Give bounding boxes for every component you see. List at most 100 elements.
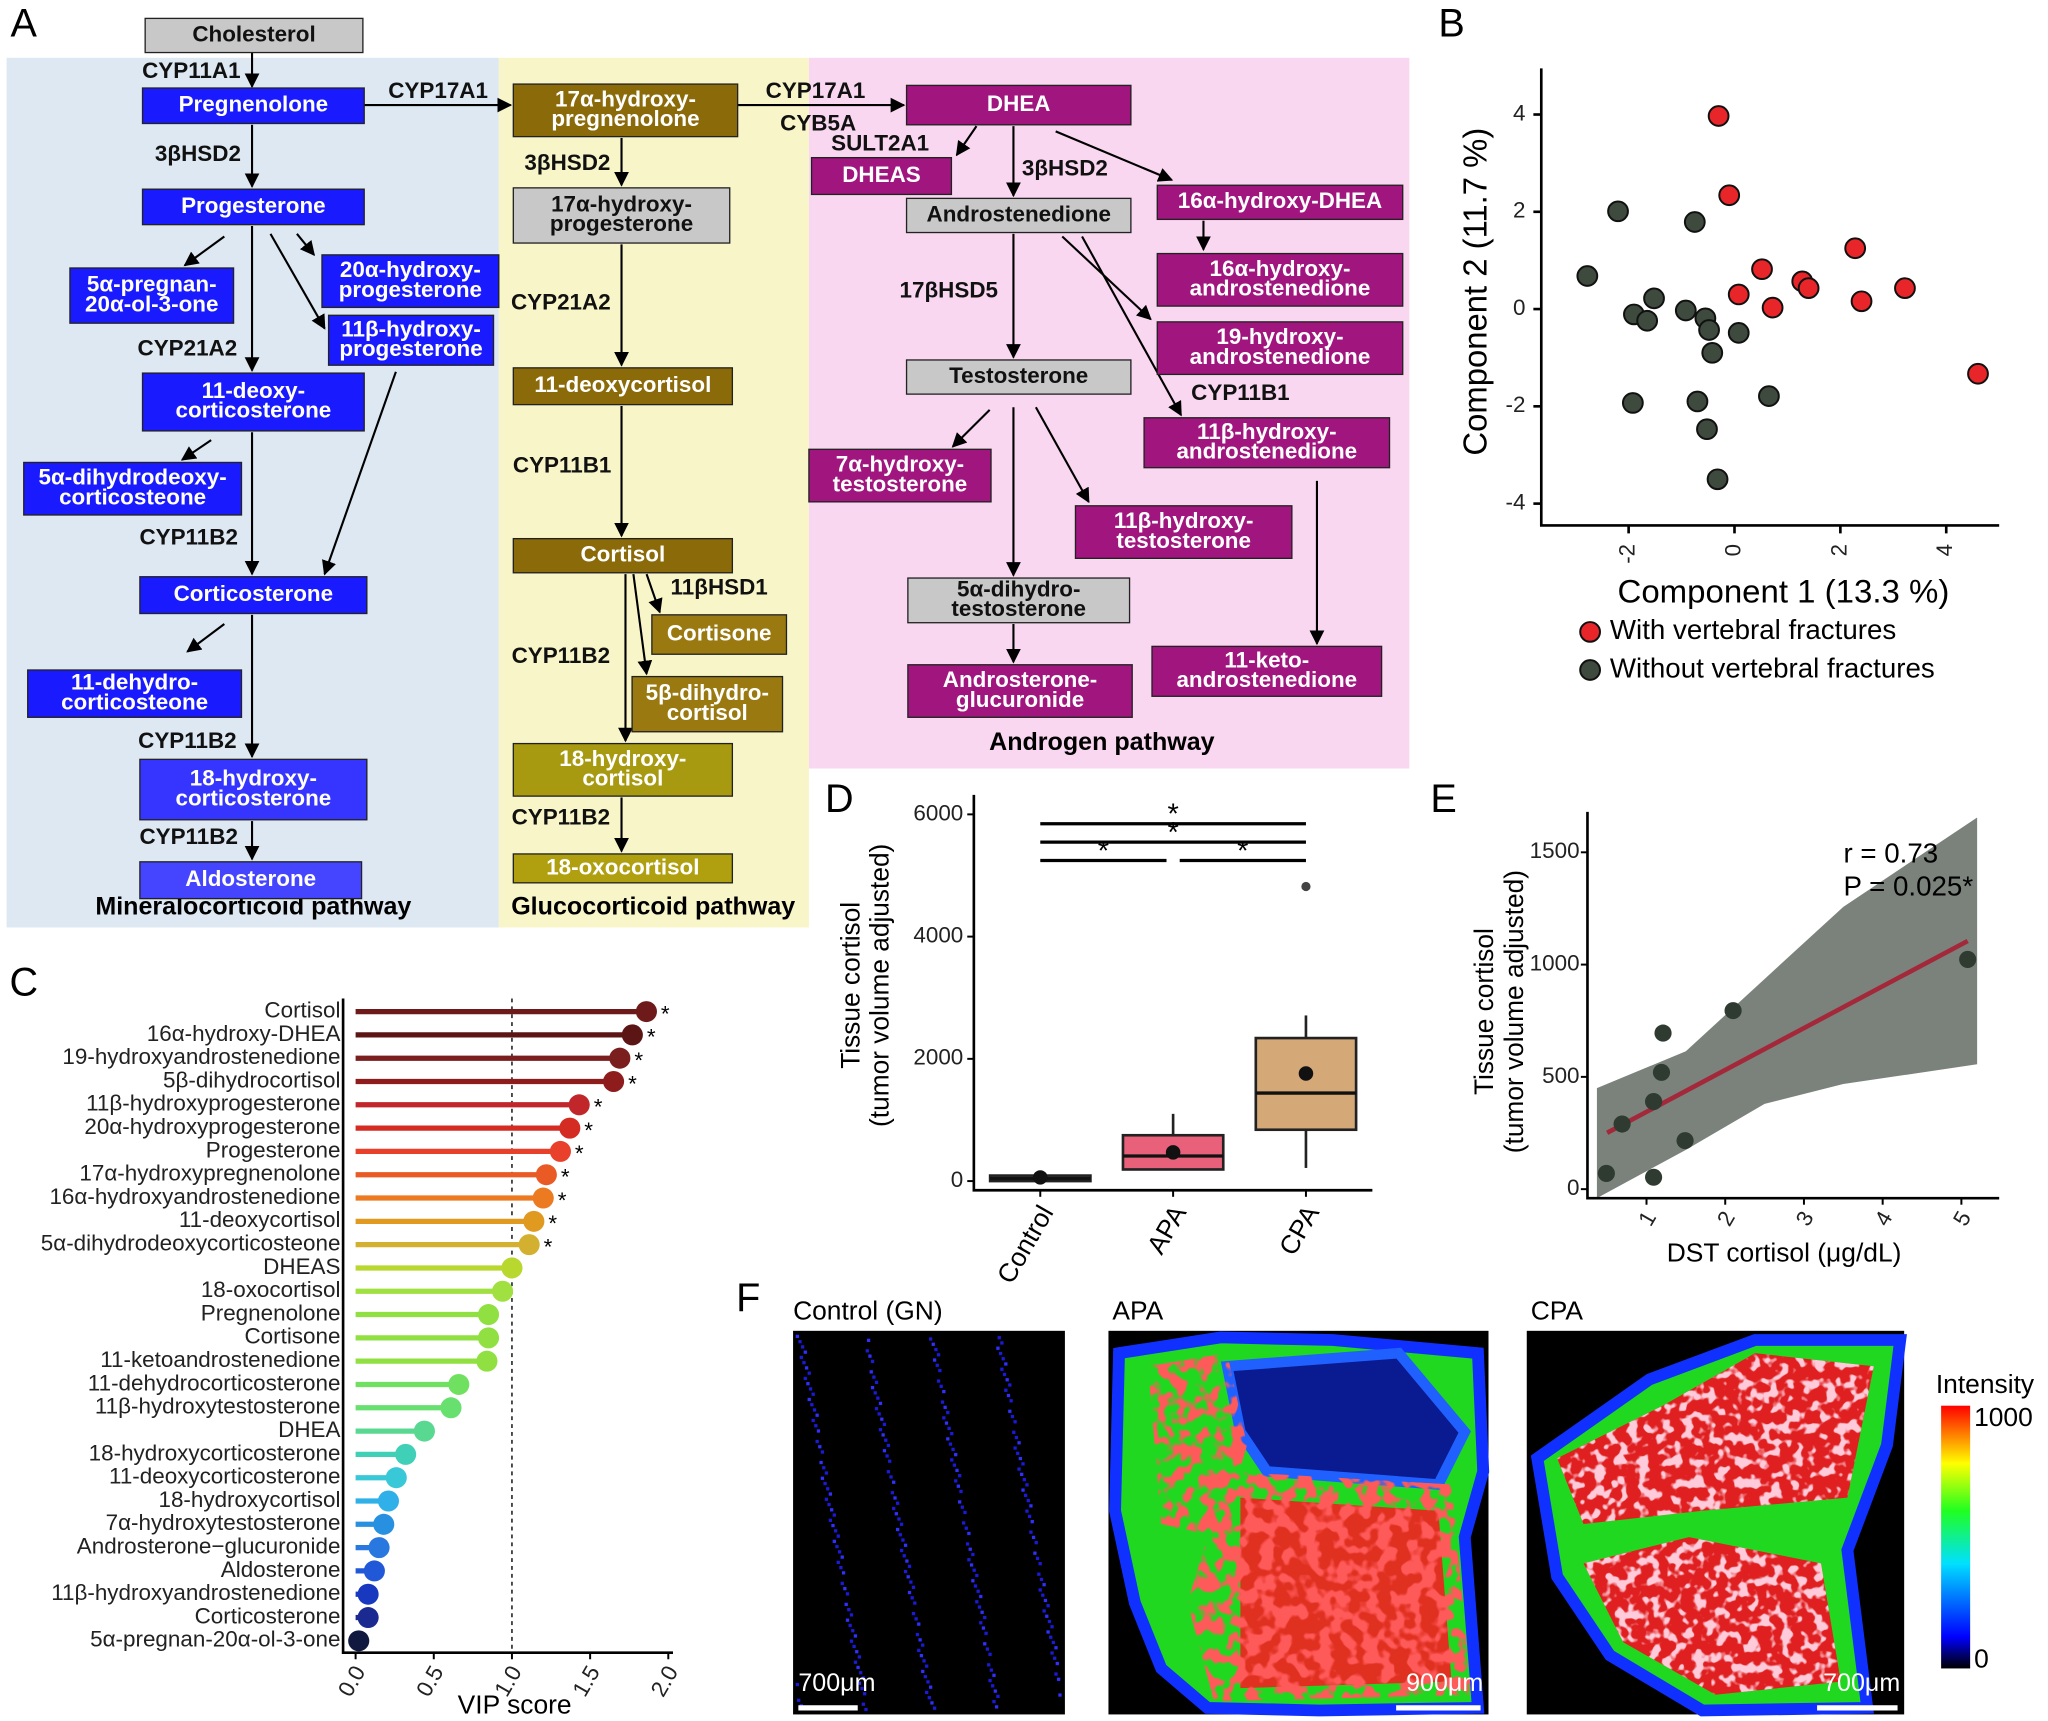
pathway-node <box>327 314 495 366</box>
signal-speckle <box>1043 1598 1048 1603</box>
signal-speckle <box>845 1592 850 1596</box>
x-tick-label: 3 <box>1791 1207 1819 1230</box>
signal-speckle <box>802 1361 806 1365</box>
comparison-label: * <box>1167 817 1178 849</box>
signal-speckle <box>905 1559 909 1563</box>
signal-speckle <box>1034 1541 1038 1545</box>
signal-speckle <box>1006 1393 1011 1398</box>
signal-speckle <box>979 1594 983 1599</box>
category-label: 11β-hydroxyprogesterone <box>86 1091 340 1116</box>
pathway-node <box>141 188 365 226</box>
enzyme-label: CYP11B1 <box>513 452 611 477</box>
pathway-node <box>321 254 500 309</box>
signal-speckle <box>823 1481 827 1486</box>
signal-speckle <box>1047 1619 1052 1624</box>
signal-speckle <box>832 1539 836 1543</box>
enzyme-label: CYP11A1 <box>142 58 240 83</box>
signal-speckle <box>1010 1414 1015 1419</box>
correlation-scatter: 0 500 1000 1500 1 2 3 4 5 DST cortisol (μg/dL) Tis… <box>1469 811 2000 1268</box>
x-tick-label: 4 <box>1932 544 1957 556</box>
data-point <box>1959 950 1977 968</box>
x-tick-label: 1.5 <box>568 1661 605 1700</box>
node-label: cortisol <box>582 766 663 791</box>
significance-label: * <box>628 1071 637 1096</box>
signal-speckle <box>919 1653 924 1658</box>
signal-speckle <box>1058 1693 1062 1697</box>
category-label: 17α-hydroxypregnenolone <box>79 1161 340 1186</box>
signal-speckle <box>926 1680 930 1684</box>
signal-speckle <box>889 1475 893 1479</box>
lollipop-dot <box>501 1257 523 1279</box>
node-label: 16α-hydroxy- <box>1210 256 1351 281</box>
signal-speckle <box>803 1376 807 1381</box>
signal-speckle <box>964 1526 968 1530</box>
category-label: Corticosterone <box>195 1603 341 1628</box>
data-point <box>1654 1024 1672 1042</box>
signal-speckle <box>896 1501 900 1505</box>
lollipop-dot <box>477 1304 500 1326</box>
signal-speckle <box>946 1410 950 1415</box>
signal-speckle <box>798 1340 802 1344</box>
data-point <box>1724 1002 1742 1020</box>
pathway-node <box>141 372 365 432</box>
arrow <box>296 233 315 257</box>
pathway-node <box>1156 252 1404 307</box>
signal-speckle <box>844 1602 848 1607</box>
signal-speckle <box>810 1403 814 1407</box>
signal-speckle <box>1008 1383 1012 1387</box>
signal-speckle <box>878 1401 883 1406</box>
node-label: 18-oxocortisol <box>546 854 699 879</box>
pathway-node <box>512 742 734 797</box>
signal-speckle <box>927 1696 931 1700</box>
node-label: Cortisone <box>667 620 772 645</box>
signal-speckle <box>971 1552 975 1557</box>
node-label: 20α-ol-3-one <box>85 291 218 316</box>
signal-speckle <box>824 1497 829 1501</box>
node-label: corticosteone <box>59 485 206 510</box>
signal-speckle <box>980 1610 984 1614</box>
signal-speckle <box>932 1358 937 1362</box>
pathway-label: Glucocorticoid pathway <box>511 892 795 920</box>
signal-speckle <box>861 1702 865 1706</box>
signal-speckle <box>845 1618 850 1622</box>
outlier <box>1301 881 1311 892</box>
signal-speckle <box>828 1492 832 1496</box>
arrow <box>1034 406 1090 504</box>
category-label: DHEAS <box>263 1254 340 1279</box>
node-label: 11-dehydro- <box>71 670 198 695</box>
signal-speckle <box>934 1347 938 1352</box>
y-axis-label: Tissue cortisol <box>835 902 865 1069</box>
x-axis-label: DST cortisol (μg/dL) <box>1667 1238 1902 1268</box>
signal-speckle <box>1027 1514 1032 1519</box>
signal-speckle <box>921 1669 925 1674</box>
signal-speckle <box>878 1428 883 1432</box>
pathway-node <box>512 367 734 406</box>
legend-marker <box>1579 621 1601 643</box>
node-label: Corticosterone <box>174 581 333 606</box>
pathway-label: Androgen pathway <box>989 728 1215 756</box>
signal-speckle <box>1029 1504 1033 1508</box>
signal-speckle <box>874 1380 879 1385</box>
pathway-node <box>27 669 243 718</box>
signal-speckle <box>1045 1614 1049 1618</box>
pathway-node <box>139 758 368 821</box>
category-label: 18-hydroxycortisol <box>158 1487 340 1512</box>
signal-speckle <box>1004 1362 1008 1366</box>
signal-speckle <box>979 1621 983 1625</box>
enzyme-label: CYP11B2 <box>512 643 610 668</box>
signal-speckle <box>991 1684 995 1688</box>
signal-speckle <box>921 1643 925 1647</box>
signal-speckle <box>897 1517 901 1521</box>
lollipop-dot <box>635 1001 657 1023</box>
signal-speckle <box>961 1521 966 1525</box>
data-point <box>1645 1168 1663 1186</box>
node-label: androstenedione <box>1190 344 1371 369</box>
signal-speckle <box>968 1547 972 1551</box>
x-tick-label: APA <box>1141 1200 1193 1259</box>
arrow <box>183 235 225 267</box>
signal-speckle <box>1046 1630 1050 1634</box>
confidence-band <box>1596 817 1978 1199</box>
signal-speckle <box>944 1421 949 1425</box>
signal-speckle <box>896 1527 900 1532</box>
arrow <box>955 125 978 157</box>
